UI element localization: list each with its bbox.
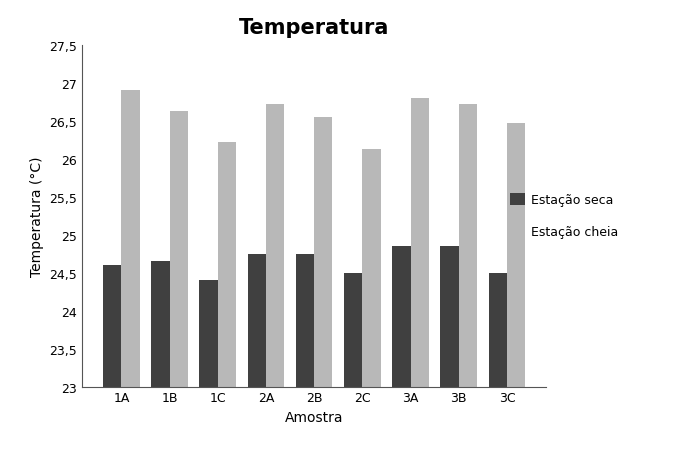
Bar xyxy=(218,142,236,387)
Y-axis label: Temperatura (°C): Temperatura (°C) xyxy=(29,156,44,276)
Bar xyxy=(266,105,284,387)
Bar xyxy=(441,247,459,387)
Legend: Estação seca, Estação cheia: Estação seca, Estação cheia xyxy=(505,189,624,243)
Bar xyxy=(488,273,507,387)
Bar xyxy=(122,91,140,387)
Bar xyxy=(169,112,188,387)
X-axis label: Amostra: Amostra xyxy=(285,410,344,424)
Bar xyxy=(199,281,218,387)
Bar xyxy=(459,105,477,387)
Bar xyxy=(151,262,169,387)
Bar xyxy=(410,99,429,387)
Bar xyxy=(392,247,410,387)
Bar xyxy=(248,254,266,387)
Bar xyxy=(344,273,363,387)
Bar xyxy=(103,265,122,387)
Bar xyxy=(296,254,314,387)
Bar xyxy=(314,117,333,387)
Bar xyxy=(507,124,525,387)
Title: Temperatura: Temperatura xyxy=(239,19,389,38)
Bar xyxy=(363,150,380,387)
